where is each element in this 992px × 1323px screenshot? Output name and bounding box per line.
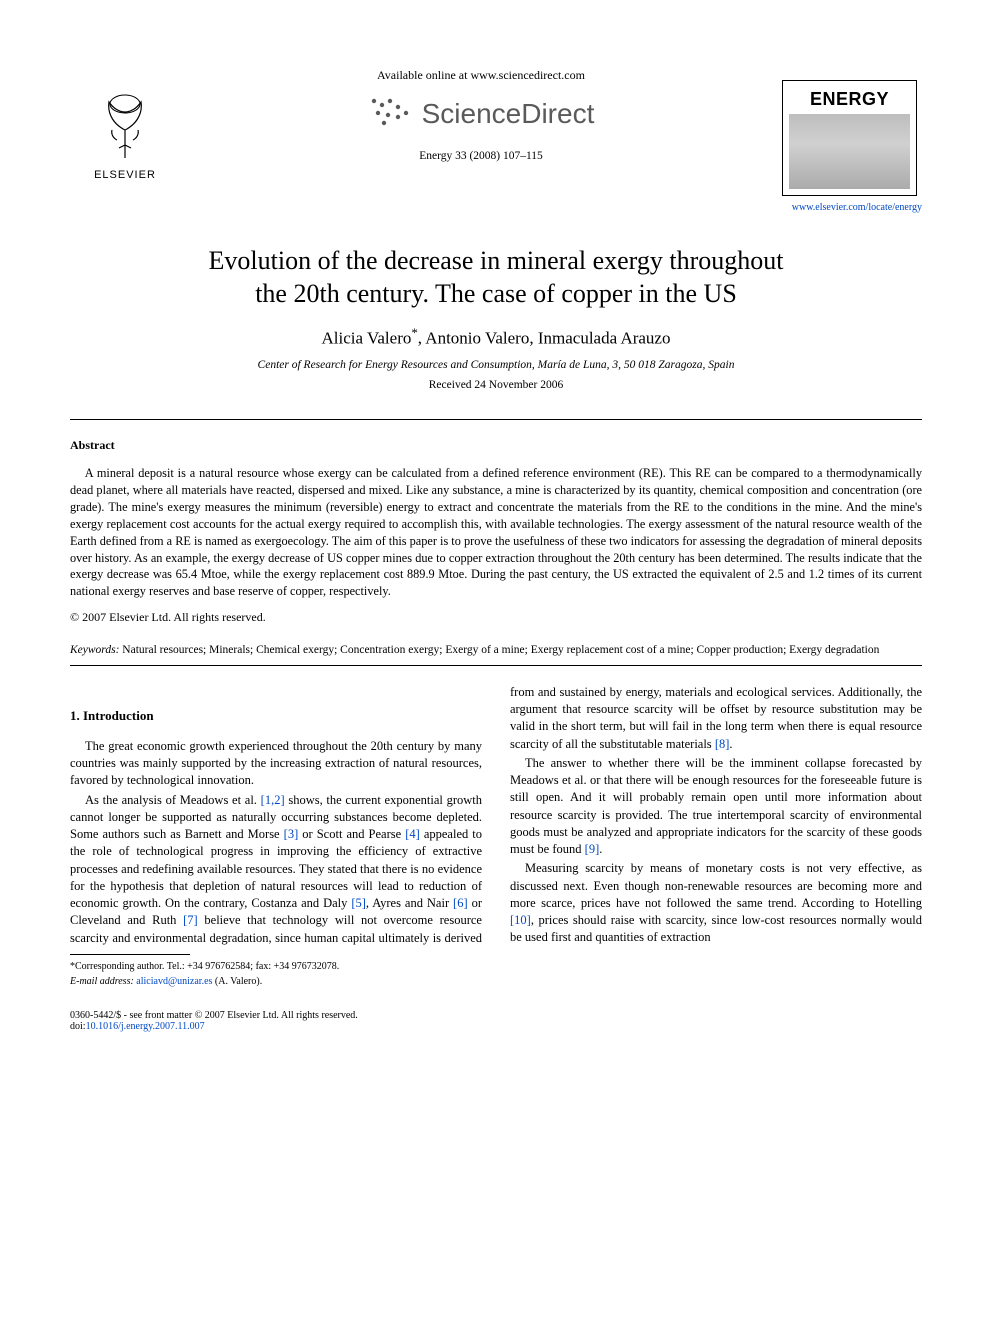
email-link[interactable]: aliciavd@unizar.es	[134, 976, 213, 987]
p2-text-e: , Ayres and Nair	[366, 896, 453, 910]
author-corresponding: Alicia Valero	[322, 329, 412, 348]
ref-link-3[interactable]: [3]	[284, 827, 299, 841]
rule-above-abstract	[70, 419, 922, 420]
page-root: ELSEVIER Available online at www.science…	[0, 0, 992, 1072]
available-online-text: Available online at www.sciencedirect.co…	[180, 68, 782, 83]
journal-cover-box: ENERGY	[782, 80, 917, 196]
article-title-line1: Evolution of the decrease in mineral exe…	[209, 246, 784, 275]
journal-homepage-link[interactable]: www.elsevier.com/locate/energy	[782, 202, 922, 213]
email-footnote: E-mail address: aliciavd@unizar.es (A. V…	[70, 975, 482, 988]
ref-link-6[interactable]: [6]	[453, 896, 468, 910]
intro-para-4: Measuring scarcity by means of monetary …	[510, 860, 922, 946]
journal-cover-graphic	[789, 114, 910, 189]
authors-line: Alicia Valero*, Antonio Valero, Inmacula…	[70, 326, 922, 349]
abstract-copyright: © 2007 Elsevier Ltd. All rights reserved…	[70, 610, 922, 625]
p2-text-h: .	[729, 737, 732, 751]
rule-below-keywords	[70, 665, 922, 666]
email-label: E-mail address:	[70, 976, 134, 987]
p4-text-b: , prices should raise with scarcity, sin…	[510, 913, 922, 944]
ref-link-4[interactable]: [4]	[405, 827, 420, 841]
body-two-column: 1. Introduction The great economic growt…	[70, 684, 922, 948]
page-footer: 0360-5442/$ - see front matter © 2007 El…	[70, 1010, 922, 1032]
affiliation: Center of Research for Energy Resources …	[70, 359, 922, 371]
received-date: Received 24 November 2006	[70, 379, 922, 391]
journal-cover-block: ENERGY www.elsevier.com/locate/energy	[782, 50, 922, 213]
doi-line: doi:10.1016/j.energy.2007.11.007	[70, 1021, 358, 1032]
ref-link-8[interactable]: [8]	[715, 737, 730, 751]
elsevier-label: ELSEVIER	[70, 169, 180, 181]
footnote-column: *Corresponding author. Tel.: +34 9767625…	[70, 942, 482, 990]
abstract-label: Abstract	[70, 438, 922, 453]
keywords-label: Keywords:	[70, 644, 119, 656]
p4-text-a: Measuring scarcity by means of monetary …	[510, 861, 922, 910]
sciencedirect-dots-icon	[368, 95, 412, 132]
keywords-text: Natural resources; Minerals; Chemical ex…	[119, 644, 879, 656]
elsevier-publisher-block: ELSEVIER	[70, 50, 180, 181]
intro-para-3: The answer to whether there will be the …	[510, 755, 922, 859]
ref-link-7[interactable]: [7]	[183, 913, 198, 927]
p2-text-a: As the analysis of Meadows et al.	[85, 793, 261, 807]
front-matter-line: 0360-5442/$ - see front matter © 2007 El…	[70, 1010, 358, 1021]
ref-link-5[interactable]: [5]	[351, 896, 366, 910]
article-title-line2: the 20th century. The case of copper in …	[255, 279, 737, 308]
sciencedirect-logo: ScienceDirect	[368, 95, 595, 132]
section-1-heading: 1. Introduction	[70, 708, 482, 724]
ref-link-1-2[interactable]: [1,2]	[261, 793, 285, 807]
keywords-block: Keywords: Natural resources; Minerals; C…	[70, 643, 922, 659]
sciencedirect-name: ScienceDirect	[422, 98, 595, 130]
article-title: Evolution of the decrease in mineral exe…	[110, 245, 882, 310]
doi-prefix: doi:	[70, 1021, 86, 1032]
corresponding-author-footnote: *Corresponding author. Tel.: +34 9767625…	[70, 960, 482, 973]
center-header: Available online at www.sciencedirect.co…	[180, 50, 782, 162]
p3-text-a: The answer to whether there will be the …	[510, 756, 922, 856]
ref-link-10[interactable]: [10]	[510, 913, 531, 927]
authors-rest: , Antonio Valero, Inmaculada Arauzo	[418, 329, 671, 348]
intro-para-1: The great economic growth experienced th…	[70, 738, 482, 790]
journal-cover-title: ENERGY	[789, 89, 910, 110]
p3-text-b: .	[599, 842, 602, 856]
doi-link[interactable]: 10.1016/j.energy.2007.11.007	[86, 1021, 205, 1032]
p2-text-c: or Scott and Pearse	[298, 827, 405, 841]
header-row: ELSEVIER Available online at www.science…	[70, 50, 922, 213]
ref-link-9[interactable]: [9]	[585, 842, 600, 856]
abstract-body: A mineral deposit is a natural resource …	[70, 465, 922, 601]
footnote-rule	[70, 954, 190, 955]
email-after: (A. Valero).	[212, 976, 262, 987]
footer-left: 0360-5442/$ - see front matter © 2007 El…	[70, 1010, 358, 1032]
elsevier-tree-icon	[95, 90, 155, 160]
journal-citation: Energy 33 (2008) 107–115	[180, 150, 782, 162]
